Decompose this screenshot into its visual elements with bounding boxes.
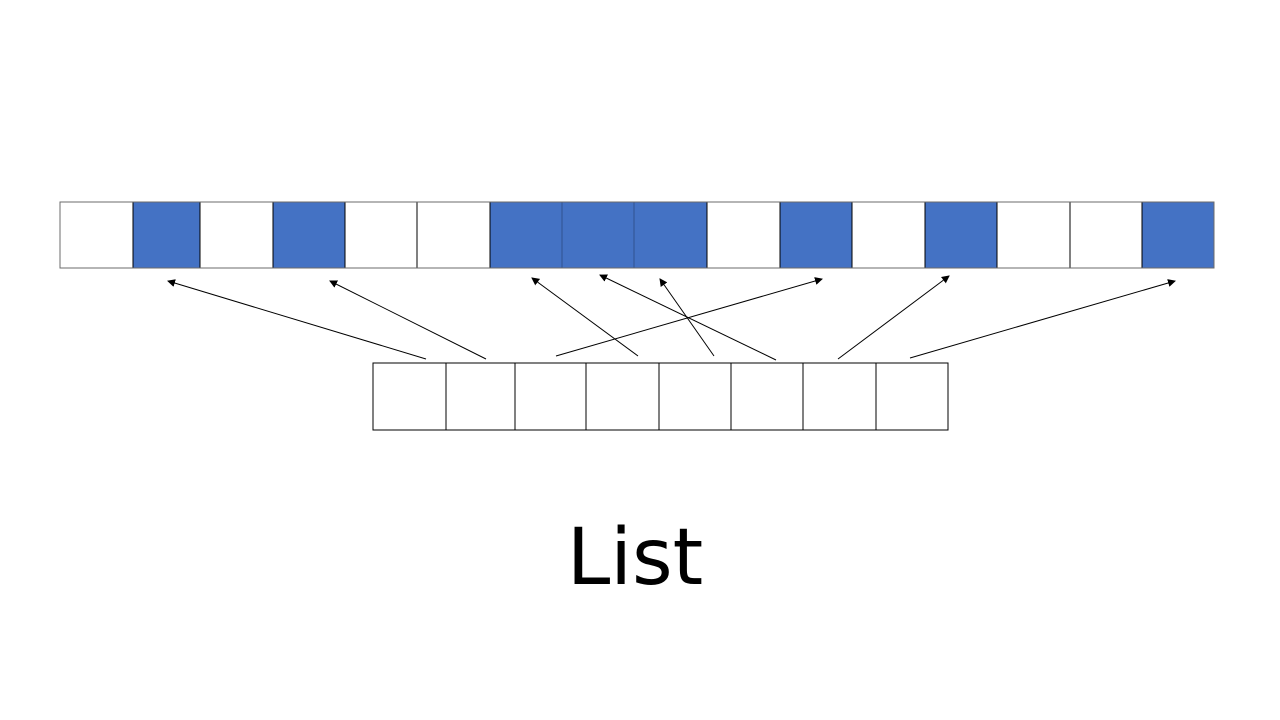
- pointer-arrow: [167, 279, 427, 360]
- pointer-arrow: [599, 274, 777, 361]
- list-cell: [802, 362, 877, 431]
- pointer-arrow: [909, 279, 1176, 359]
- memory-cell-filled: [924, 201, 998, 269]
- pointer-arrow: [531, 277, 639, 357]
- memory-array-border: [59, 201, 1215, 269]
- list-cell: [372, 362, 447, 431]
- memory-cell-filled: [489, 201, 563, 269]
- memory-cell-filled: [1141, 201, 1215, 269]
- list-cell: [445, 362, 516, 431]
- memory-array: [59, 201, 1215, 269]
- list-cell: [730, 362, 804, 431]
- pointer-arrows: [167, 274, 1176, 361]
- memory-cell-empty: [996, 201, 1071, 269]
- list-cell: [875, 362, 949, 431]
- memory-cell-empty: [199, 201, 274, 269]
- memory-cell-filled: [561, 201, 635, 269]
- memory-cell-empty: [59, 201, 134, 269]
- pointer-arrow: [329, 280, 487, 360]
- memory-cell-filled: [272, 201, 346, 269]
- pointer-arrow: [837, 275, 950, 360]
- memory-cell-filled: [633, 201, 708, 269]
- memory-cell-empty: [1069, 201, 1143, 269]
- list-cell: [585, 362, 660, 431]
- list-cell: [658, 362, 732, 431]
- memory-cell-filled: [132, 201, 201, 269]
- memory-cell-empty: [416, 201, 491, 269]
- list-cell: [514, 362, 587, 431]
- memory-cell-empty: [344, 201, 418, 269]
- memory-cell-filled: [779, 201, 853, 269]
- memory-cell-empty: [706, 201, 781, 269]
- list-array: [372, 362, 949, 431]
- slide-title: List: [566, 513, 704, 603]
- memory-cell-empty: [851, 201, 926, 269]
